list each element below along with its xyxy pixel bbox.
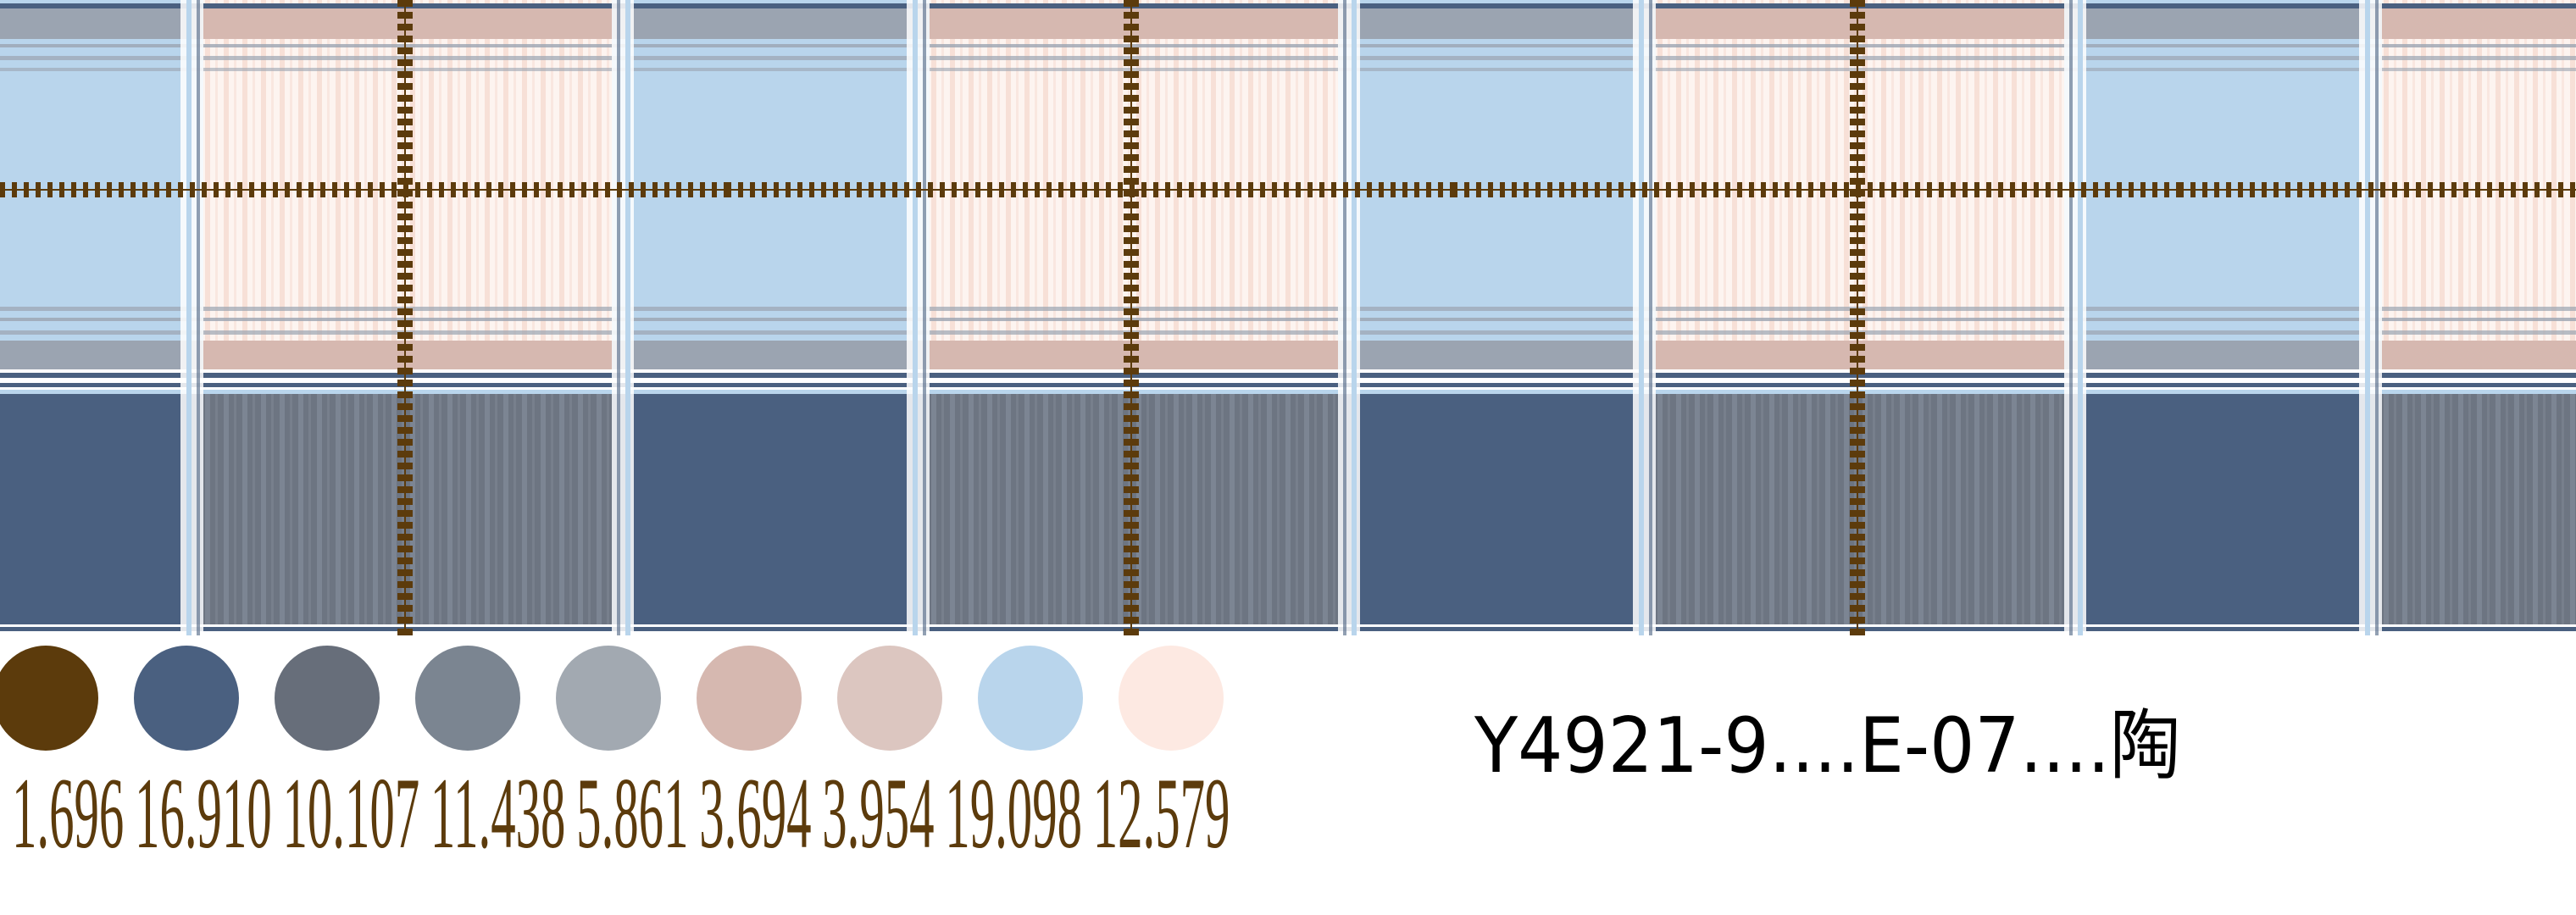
color-swatch bbox=[134, 646, 239, 751]
color-ratio-value: 12.579 bbox=[1092, 757, 1230, 869]
color-swatch bbox=[415, 646, 520, 751]
color-ratio-value: 16.910 bbox=[135, 757, 272, 869]
plaid-fabric-pattern bbox=[0, 0, 2576, 635]
color-swatch bbox=[1119, 646, 1224, 751]
color-ratio-value: 3.954 bbox=[822, 757, 935, 869]
plaid-fill bbox=[0, 0, 2576, 635]
color-swatch bbox=[0, 646, 98, 751]
color-ratio-value: 11.438 bbox=[430, 757, 566, 869]
color-ratio-value: 1.696 bbox=[12, 757, 125, 869]
color-swatch bbox=[697, 646, 802, 751]
color-ratio-labels: 1.696 16.910 10.107 11.438 5.861 3.694 3.954 19… bbox=[12, 762, 1241, 864]
color-ratio-value: 10.107 bbox=[282, 757, 420, 869]
color-swatch bbox=[837, 646, 942, 751]
color-swatch bbox=[275, 646, 380, 751]
color-ratio-value: 3.694 bbox=[699, 757, 812, 869]
color-ratio-value: 5.861 bbox=[576, 757, 689, 869]
color-swatch bbox=[556, 646, 661, 751]
color-ratio-value: 19.098 bbox=[945, 757, 1082, 869]
design-code-label: Y4921-9....E-07....陶 bbox=[1474, 702, 2181, 790]
color-swatch bbox=[978, 646, 1083, 751]
